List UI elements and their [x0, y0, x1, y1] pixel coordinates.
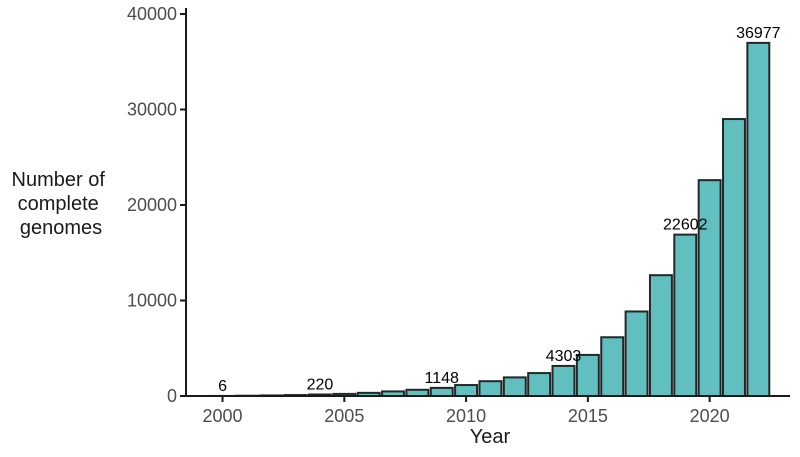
- y-axis-title-line-3: genomes: [20, 217, 102, 239]
- y-axis: 0 10000 20000 30000 40000: [127, 4, 187, 406]
- y-tick-label-10000: 10000: [127, 291, 177, 311]
- x-tick-label-2020: 2020: [690, 406, 730, 426]
- bar-2021: [722, 118, 746, 398]
- x-axis-title: Year: [470, 426, 511, 448]
- bar-2011: [478, 380, 503, 398]
- x-tick-label-2015: 2015: [568, 406, 608, 426]
- x-tick-label-2005: 2005: [324, 406, 364, 426]
- data-labels-group: 6 220 1148 4303 22602 36977: [218, 25, 781, 395]
- bar-2012: [502, 376, 527, 398]
- y-tick-label-40000: 40000: [127, 4, 177, 24]
- bar-2009: [429, 386, 454, 398]
- bar-2019: [673, 233, 698, 397]
- data-label-2000: 6: [218, 378, 227, 395]
- data-label-2022: 36977: [736, 25, 781, 42]
- bar-2022: [746, 41, 771, 398]
- bar-2013: [527, 372, 552, 397]
- bars-group: [210, 41, 771, 398]
- bar-2014: [551, 364, 576, 398]
- x-tick-label-2010: 2010: [446, 406, 486, 426]
- x-axis: 2000 2005 2010 2015 2020: [186, 395, 790, 426]
- y-tick-label-30000: 30000: [127, 100, 177, 120]
- data-label-2004: 220: [307, 376, 334, 393]
- y-axis-title-line-1: Number of: [12, 169, 106, 191]
- data-label-2014: 4303: [546, 348, 582, 365]
- bar-2018: [648, 274, 673, 397]
- y-tick-label-20000: 20000: [127, 195, 177, 215]
- data-label-2019: 22602: [663, 217, 708, 234]
- bar-2016: [600, 336, 625, 397]
- data-label-2009: 1148: [425, 370, 460, 387]
- y-axis-title-line-2: complete: [18, 193, 99, 215]
- y-axis-title: Number of complete genomes: [12, 169, 111, 239]
- y-tick-label-0: 0: [167, 386, 177, 406]
- bar-2020: [697, 179, 722, 397]
- x-tick-label-2000: 2000: [203, 406, 243, 426]
- bar-2017: [624, 310, 649, 398]
